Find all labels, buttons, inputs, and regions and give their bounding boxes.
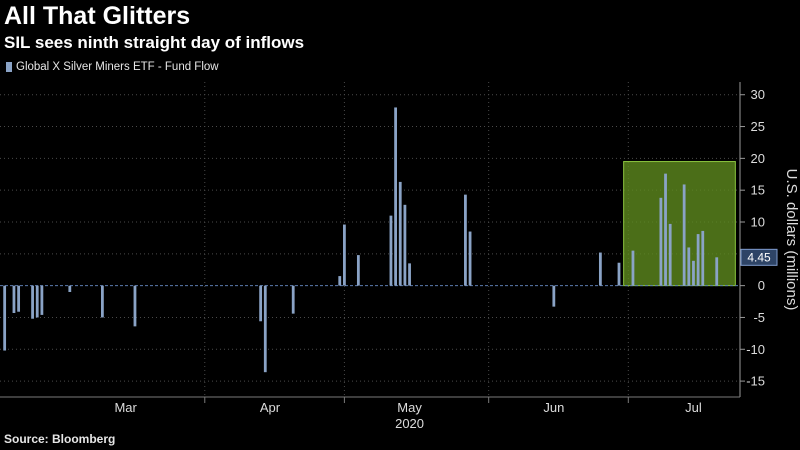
bar bbox=[100, 285, 104, 318]
bar bbox=[631, 250, 635, 286]
last-value-box bbox=[740, 248, 778, 266]
y-tick-label: 20 bbox=[751, 151, 765, 166]
bar bbox=[31, 285, 34, 319]
bar bbox=[687, 247, 691, 286]
bar bbox=[133, 285, 137, 327]
y-tick-label: 15 bbox=[751, 183, 765, 198]
bar bbox=[263, 285, 267, 373]
y-tick-label: -15 bbox=[746, 374, 765, 389]
bar bbox=[696, 234, 700, 286]
highlight-box bbox=[623, 161, 736, 287]
bar bbox=[394, 107, 397, 286]
y-tick-label: -5 bbox=[753, 310, 765, 325]
x-tick-label: Jun bbox=[543, 400, 564, 415]
chart-title: All That Glitters bbox=[4, 2, 191, 30]
bar bbox=[259, 285, 263, 322]
bar bbox=[552, 285, 556, 307]
x-year-label: 2020 bbox=[395, 416, 424, 431]
chart-subtitle: SIL sees ninth straight day of inflows bbox=[4, 33, 305, 52]
bar bbox=[468, 231, 472, 286]
y-tick-label: 0 bbox=[758, 278, 765, 293]
bar bbox=[692, 260, 695, 286]
x-tick-label: Apr bbox=[260, 400, 281, 415]
bar bbox=[68, 285, 72, 292]
y-tick-label: 10 bbox=[751, 215, 765, 230]
source-note: Source: Bloomberg bbox=[4, 432, 116, 446]
bar bbox=[668, 223, 672, 286]
bar bbox=[389, 215, 393, 286]
bar bbox=[291, 285, 295, 314]
legend: Global X Silver Miners ETF - Fund Flow bbox=[6, 61, 219, 73]
bar bbox=[343, 224, 346, 286]
bar bbox=[659, 197, 663, 286]
y-tick-label: -10 bbox=[746, 342, 765, 357]
legend-label: Global X Silver Miners ETF - Fund Flow bbox=[16, 61, 219, 73]
bar bbox=[701, 230, 705, 286]
bar bbox=[403, 204, 407, 286]
bar bbox=[12, 285, 16, 313]
y-tick-label: 25 bbox=[751, 119, 765, 134]
bar bbox=[408, 263, 411, 286]
bar bbox=[40, 285, 44, 315]
bar bbox=[338, 276, 342, 286]
y-axis-title: U.S. dollars (millions) bbox=[783, 169, 800, 311]
bar bbox=[356, 255, 360, 286]
bar bbox=[17, 285, 21, 312]
bar bbox=[715, 257, 719, 286]
bar bbox=[617, 262, 621, 286]
bar bbox=[464, 194, 467, 286]
last-value-label: 4.45 bbox=[747, 250, 771, 264]
bar bbox=[35, 285, 39, 318]
x-tick-label: Mar bbox=[114, 400, 137, 415]
legend-swatch bbox=[6, 62, 12, 72]
bar bbox=[598, 252, 602, 286]
x-tick-label: May bbox=[397, 400, 422, 415]
bar bbox=[398, 181, 402, 286]
y-tick-label: 30 bbox=[751, 87, 765, 102]
bar bbox=[682, 184, 686, 286]
bar bbox=[664, 173, 667, 286]
x-tick-label: Jul bbox=[685, 400, 702, 415]
bar bbox=[3, 285, 7, 351]
